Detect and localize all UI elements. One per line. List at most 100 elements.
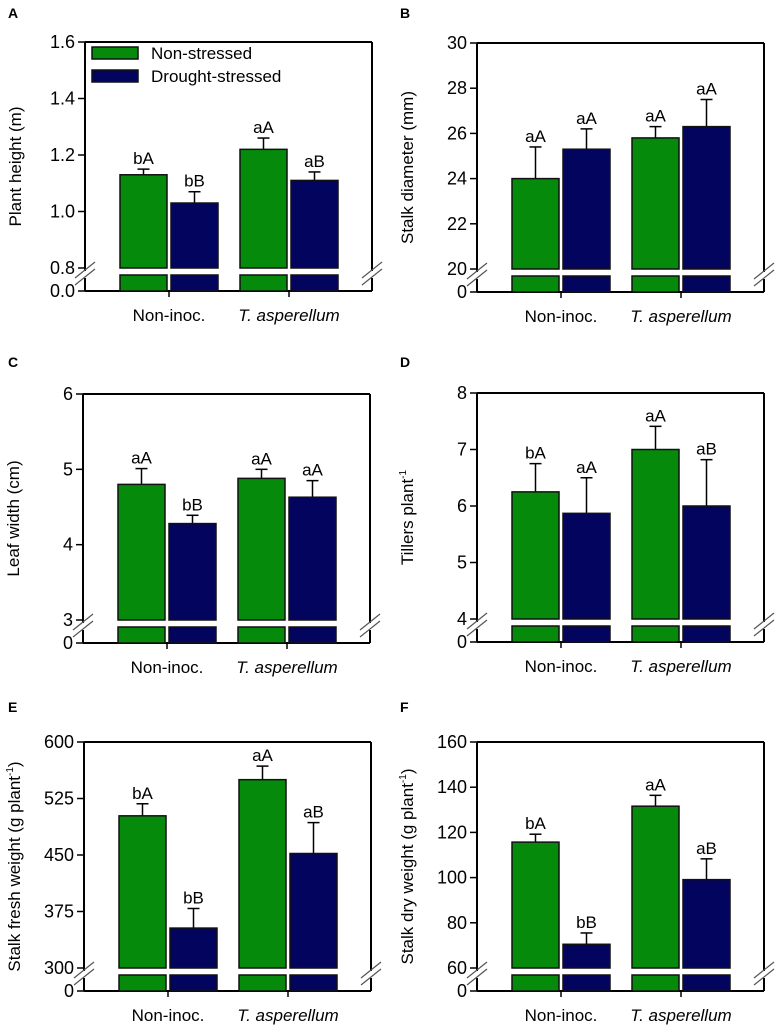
y-tick-label: 28 (447, 78, 467, 98)
bar-drought-stressed (169, 927, 218, 969)
right-axis-break-mark (360, 968, 382, 986)
bar-stub (562, 275, 611, 293)
legend-label: Non-stressed (151, 44, 252, 63)
bar-drought-stressed (168, 522, 217, 621)
y-tick-label: 1.6 (50, 32, 75, 52)
bar-drought-stressed (288, 496, 337, 621)
bar-non-stressed (238, 778, 287, 969)
right-axis-break-mark (753, 612, 775, 630)
y-tick-label: 22 (447, 214, 467, 234)
y-axis-label: Leaf width (cm) (4, 460, 23, 576)
significance-letter: bA (525, 814, 546, 833)
bar-stub (118, 974, 167, 992)
bar-non-stressed (118, 815, 167, 969)
bar-drought-stressed (290, 179, 339, 269)
y-tick-label: 450 (44, 845, 74, 865)
bar-stub (170, 274, 219, 292)
x-tick-label: T. asperellum (238, 306, 339, 325)
y-tick-label: 600 (44, 732, 74, 752)
bar-stub (682, 275, 731, 293)
x-tick-label: Non-inoc. (131, 658, 204, 677)
y-tick-label: 60 (447, 958, 467, 978)
panel-f: F 60 80 100 120 140 160 0 Stalk dry weight (g pl… (398, 699, 775, 1025)
panel-letter: D (400, 354, 410, 370)
bar-stub (511, 974, 560, 992)
bar-stub (631, 974, 680, 992)
y-axis-break-mark (466, 262, 488, 280)
panel-e: E 300 375 450 525 600 0 Stalk fresh weight (g p… (5, 699, 382, 1025)
y-break-tick-label: 0 (64, 981, 74, 1001)
x-tick-label: T. asperellum (630, 1006, 731, 1025)
bar-drought-stressed (170, 202, 219, 269)
bar-drought-stressed (289, 852, 338, 969)
right-axis-break-mark (359, 620, 381, 638)
bar-non-stressed (511, 177, 560, 270)
y-axis-label: Stalk fresh weight (g plant-1) (5, 761, 24, 971)
y-axis-break-mark (73, 961, 95, 979)
y-tick-label: 20 (447, 259, 467, 279)
x-tick-label: T. asperellum (237, 1006, 338, 1025)
bar-stub (290, 274, 339, 292)
x-tick-label: T. asperellum (630, 657, 731, 676)
bar-stub (289, 974, 338, 992)
bar-stub (169, 974, 218, 992)
right-axis-break-mark (360, 961, 382, 979)
y-axis-label: Stalk diameter (mm) (398, 91, 417, 244)
y-axis-break-mark (466, 619, 488, 637)
significance-letter: bB (182, 495, 203, 514)
bar-stub (288, 626, 337, 644)
y-tick-label: 4 (457, 609, 467, 629)
y-axis-label-tail: ) (398, 769, 417, 775)
x-tick-label: Non-inoc. (525, 657, 598, 676)
y-tick-label: 7 (457, 440, 467, 460)
bar-non-stressed (117, 483, 166, 621)
bar-non-stressed (631, 805, 680, 969)
significance-letter: aA (302, 461, 323, 480)
legend-swatch (91, 46, 139, 60)
bar-stub (511, 625, 560, 643)
y-axis-break-mark (466, 961, 488, 979)
bar-stub (562, 974, 611, 992)
y-tick-label: 140 (437, 777, 467, 797)
bar-stub (511, 275, 560, 293)
x-tick-label: T. asperellum (630, 307, 731, 326)
bar-non-stressed (237, 477, 286, 621)
y-tick-label: 525 (44, 789, 74, 809)
significance-letter: aA (576, 109, 597, 128)
y-tick-label: 26 (447, 123, 467, 143)
significance-letter: aA (645, 107, 666, 126)
y-axis-break-mark (466, 968, 488, 986)
bar-drought-stressed (562, 148, 611, 270)
bar-non-stressed (119, 174, 168, 269)
significance-letter: aA (251, 449, 272, 468)
y-tick-label: 100 (437, 868, 467, 888)
bar-non-stressed (631, 137, 680, 270)
bar-drought-stressed (562, 512, 611, 620)
bar-stub (238, 974, 287, 992)
significance-letter: bA (132, 784, 153, 803)
panel-letter: C (8, 354, 18, 370)
y-axis-label: Plant height (m) (6, 107, 25, 227)
y-tick-label: 0.8 (50, 258, 75, 278)
y-tick-label: 5 (457, 553, 467, 573)
bar-stub (631, 625, 680, 643)
y-tick-label: 5 (63, 459, 73, 479)
y-axis-label-text: Stalk dry weight (g plant (398, 783, 417, 965)
y-break-tick-label: 0.0 (50, 281, 75, 301)
y-break-tick-label: 0 (457, 981, 467, 1001)
y-tick-label: 30 (447, 33, 467, 53)
significance-letter: aA (252, 746, 273, 765)
y-axis-label: Stalk dry weight (g plant-1) (398, 769, 417, 965)
significance-letter: bB (183, 888, 204, 907)
y-axis-label-superscript: -1 (398, 469, 409, 478)
bar-non-stressed (511, 491, 560, 620)
right-axis-break-mark (361, 261, 383, 279)
y-axis-label-text: Plant height (m) (6, 107, 25, 227)
x-tick-label: Non-inoc. (133, 306, 206, 325)
legend-swatch (91, 69, 139, 83)
panel-letter: A (8, 5, 18, 21)
y-axis-break-mark (466, 612, 488, 630)
y-tick-label: 24 (447, 169, 467, 189)
significance-letter: aA (696, 80, 717, 99)
y-axis-break-mark (466, 269, 488, 287)
